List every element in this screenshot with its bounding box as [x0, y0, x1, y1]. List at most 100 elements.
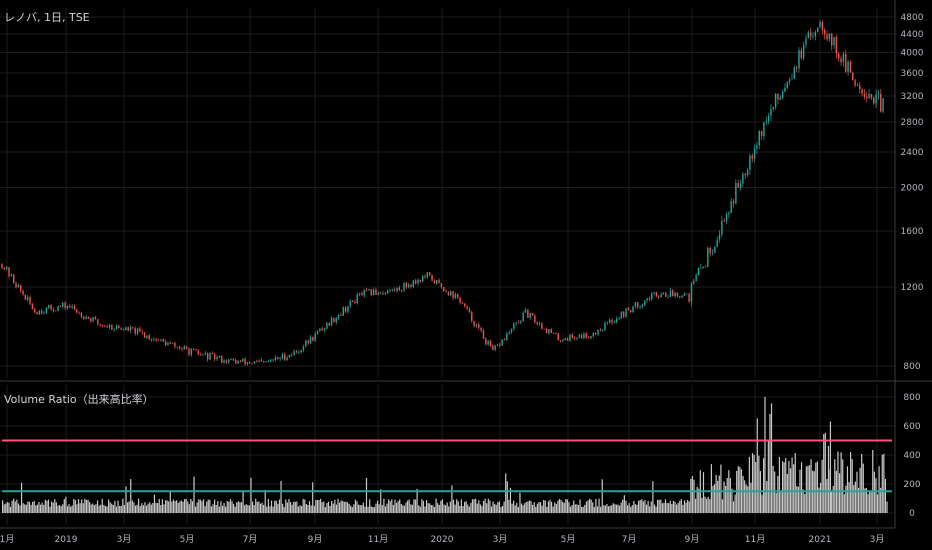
volume-bar	[634, 504, 637, 513]
volume-bar	[568, 502, 570, 513]
candle-body	[580, 334, 583, 339]
candle-body	[132, 327, 134, 329]
candle-body	[501, 339, 503, 346]
volume-bar	[331, 500, 333, 513]
volume-bar	[823, 433, 825, 513]
volume-bar	[800, 462, 803, 513]
candle-body	[122, 329, 125, 331]
volume-bar	[861, 453, 863, 513]
volume-bar	[873, 471, 875, 513]
time-tick-label: 5月	[561, 534, 576, 545]
candle-body	[587, 337, 590, 339]
volume-bar	[614, 504, 616, 513]
time-tick-label: 7月	[622, 534, 637, 545]
volume-tick-label: 600	[903, 422, 920, 432]
candle-body	[279, 358, 281, 360]
candle-body	[823, 29, 826, 35]
volume-bar	[51, 501, 53, 513]
candle-body	[421, 276, 424, 282]
candle-body	[92, 317, 94, 322]
candle-body	[244, 358, 246, 365]
candle-body	[157, 339, 160, 341]
volume-bar	[153, 494, 156, 513]
volume-bar	[399, 499, 401, 513]
volume-bar	[744, 480, 746, 513]
volume-bar	[596, 506, 599, 513]
volume-bar	[267, 498, 269, 513]
volume-bar	[672, 500, 675, 513]
volume-bar	[843, 494, 845, 513]
volume-bar	[136, 504, 138, 513]
volume-bar	[318, 500, 320, 513]
volume-bar	[857, 487, 860, 513]
volume-bar	[501, 505, 504, 513]
candle-body	[19, 284, 22, 291]
volume-bar	[881, 454, 883, 513]
candle-body	[183, 346, 186, 350]
volume-bar	[838, 473, 841, 513]
volume-bar	[821, 459, 823, 513]
volume-bar	[112, 504, 114, 513]
volume-bar	[414, 499, 417, 513]
candle-body	[632, 306, 634, 313]
volume-bar	[764, 397, 766, 513]
candle-body	[12, 274, 15, 283]
volume-bar	[479, 504, 481, 513]
volume-bar	[850, 452, 852, 513]
volume-bar	[732, 501, 735, 513]
candle-body	[90, 318, 92, 322]
volume-bar	[278, 499, 281, 513]
candle-body	[62, 302, 64, 307]
volume-bar	[807, 465, 809, 513]
volume-bar	[884, 478, 887, 513]
volume-bar	[668, 503, 670, 513]
volume-bar	[362, 502, 364, 513]
volume-bar	[3, 504, 5, 513]
volume-bar	[54, 499, 56, 513]
volume-bar	[628, 503, 630, 513]
candle-body	[354, 301, 356, 304]
candle-body	[816, 27, 819, 33]
volume-bar	[429, 503, 431, 513]
candle-body	[293, 351, 295, 356]
candle-body	[679, 296, 681, 298]
volume-bar	[639, 500, 641, 513]
volume-bar	[770, 403, 773, 513]
time-tick-label: 1月	[0, 534, 14, 545]
candle-body	[36, 312, 38, 315]
time-tick-label: 3月	[117, 534, 132, 545]
volume-bar	[729, 478, 731, 513]
candle-body	[368, 289, 370, 291]
candle-body	[335, 318, 337, 323]
candle-body	[709, 247, 711, 254]
volume-bar	[525, 501, 527, 513]
volume-bar	[179, 501, 181, 513]
candle-body	[534, 315, 536, 323]
volume-bar	[228, 501, 230, 513]
volume-bar	[867, 493, 869, 513]
candle-body	[613, 322, 616, 324]
volume-bar	[215, 504, 217, 513]
volume-bar	[104, 506, 107, 513]
volume-bar	[883, 453, 885, 513]
candle-body	[220, 355, 223, 363]
volume-bar	[650, 501, 652, 513]
volume-bar	[19, 505, 21, 513]
volume-bar	[424, 506, 426, 513]
volume-bar	[514, 505, 516, 513]
candle-body	[763, 122, 765, 137]
candle-body	[363, 289, 365, 296]
volume-bar	[620, 502, 622, 513]
volume-bar	[74, 500, 76, 513]
candle-body	[443, 287, 445, 291]
volume-bar	[62, 504, 64, 513]
candle-body	[64, 302, 66, 308]
time-tick-label: 3月	[870, 534, 885, 545]
volume-bar	[357, 504, 360, 513]
volume-bar	[552, 506, 554, 513]
volume-bar	[704, 496, 706, 513]
candle-body	[291, 354, 293, 356]
candle-body	[700, 268, 702, 269]
volume-bar	[22, 503, 24, 513]
volume-bar	[585, 501, 588, 513]
